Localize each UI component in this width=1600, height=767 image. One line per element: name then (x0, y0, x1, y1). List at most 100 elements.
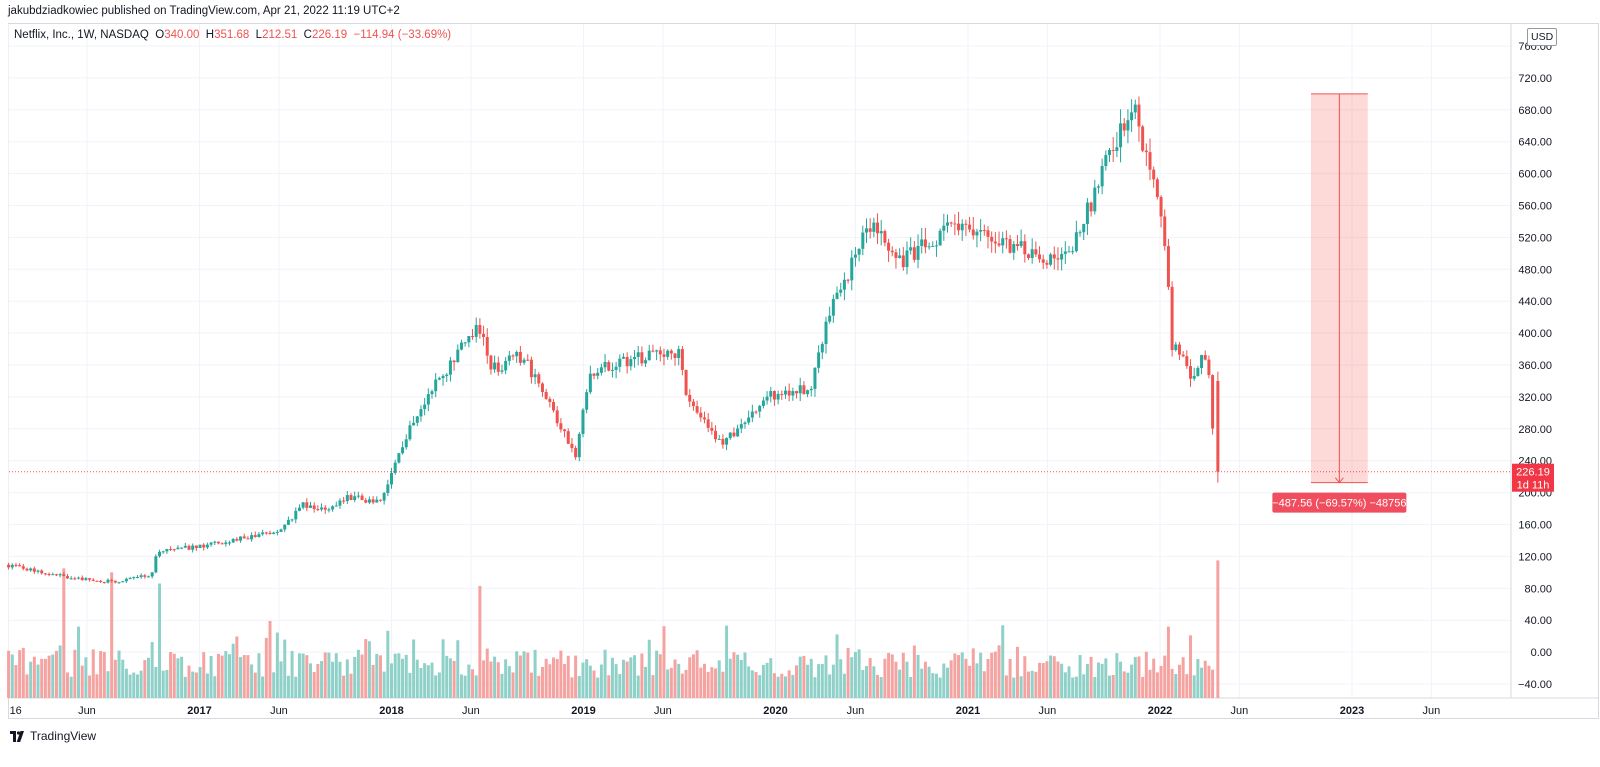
volume-bar (688, 657, 692, 698)
candle-body (986, 230, 990, 237)
candle-body (231, 539, 235, 543)
volume-bar (1012, 677, 1016, 698)
candle-body (912, 247, 916, 260)
volume-bar (312, 672, 316, 698)
candle-body (758, 405, 762, 412)
candle-body (91, 579, 95, 581)
candle-body (1155, 179, 1159, 197)
volume-bar (864, 666, 868, 698)
volume-bar (482, 660, 486, 698)
candle-body (161, 551, 165, 553)
price-tick-label: 600.00 (1518, 169, 1552, 181)
symbol-title[interactable]: Netflix, Inc., 1W, NASDAQ (14, 29, 149, 41)
volume-bar (459, 674, 463, 698)
volume-bar (666, 669, 670, 698)
candle-body (607, 362, 611, 371)
candle-body (493, 362, 497, 370)
candle-body (1166, 246, 1170, 287)
volume-bar (1019, 676, 1023, 698)
candle-body (691, 401, 695, 407)
volume-bar (1056, 661, 1060, 698)
candle-body (688, 394, 692, 402)
volume-bar (879, 677, 883, 698)
candle-body (511, 355, 515, 357)
candle-body (320, 507, 324, 510)
volume-bar (393, 653, 397, 698)
time-tick-label: Jun (78, 705, 96, 717)
candle-body (1038, 254, 1042, 260)
volume-bar (1001, 625, 1005, 698)
volume-bar (769, 658, 773, 698)
candle-body (1126, 120, 1130, 131)
candle-body (139, 575, 143, 577)
volume-bar (548, 664, 552, 698)
volume-bar (205, 673, 209, 698)
volume-bar (257, 653, 261, 698)
volume-bar (791, 674, 795, 698)
volume-bar (7, 650, 11, 698)
candle-body (1008, 239, 1012, 253)
candle-body (979, 230, 983, 232)
volume-bar (121, 659, 125, 698)
volume-bar (1211, 669, 1215, 698)
volume-bar (526, 652, 530, 698)
time-tick-label: Jun (654, 705, 672, 717)
volume-bar (883, 658, 887, 698)
volume-bar (139, 670, 143, 698)
candle-body (795, 391, 799, 394)
candle-body (798, 385, 802, 394)
candle-body (404, 439, 408, 448)
candle-body (235, 539, 239, 541)
volume-bar (202, 652, 206, 698)
candle-body (275, 531, 279, 533)
volume-bar (180, 656, 184, 698)
currency-badge[interactable]: USD (1527, 28, 1558, 46)
volume-bar (320, 661, 324, 698)
candle-body (132, 577, 136, 579)
volume-bar (1111, 674, 1115, 698)
candle-body (110, 579, 114, 581)
volume-bar (404, 654, 408, 698)
candle-body (1108, 150, 1112, 156)
candle-body (430, 391, 434, 395)
candle-body (25, 568, 29, 571)
volume-bar (820, 663, 824, 698)
volume-bar (673, 659, 677, 698)
candle-body (216, 541, 220, 544)
candle-body (272, 532, 276, 535)
candle-body (522, 359, 526, 363)
volume-bar (106, 671, 110, 698)
volume-bar (588, 665, 592, 698)
candle-body (1111, 150, 1115, 152)
volume-bar (378, 655, 382, 698)
candle-body (868, 228, 872, 232)
candle-body (1085, 202, 1089, 224)
candle-body (386, 484, 390, 493)
volume-bar (629, 657, 633, 698)
candle-body (982, 230, 986, 232)
candle-body (592, 373, 596, 376)
candle-body (1041, 259, 1045, 263)
volume-bar (1034, 671, 1038, 698)
volume-bar (77, 626, 81, 698)
candle-body (964, 223, 968, 225)
high-value: 351.68 (214, 29, 250, 41)
volume-bar (1203, 660, 1207, 698)
volume-bar (198, 667, 202, 698)
volume-bar (901, 652, 905, 698)
volume-bar (747, 666, 751, 698)
candle-body (809, 388, 813, 391)
volume-bar (515, 651, 519, 698)
candle-body (1189, 366, 1193, 379)
candle-body (629, 359, 633, 367)
candle-body (128, 578, 132, 580)
tradingview-brand[interactable]: TradingView (10, 729, 96, 743)
volume-bar (154, 666, 158, 698)
candle-body (489, 355, 493, 370)
volume-bar (714, 668, 718, 698)
volume-bar (824, 655, 828, 698)
volume-bar (853, 651, 857, 698)
volume-bar (574, 655, 578, 698)
candle-body (106, 579, 110, 583)
